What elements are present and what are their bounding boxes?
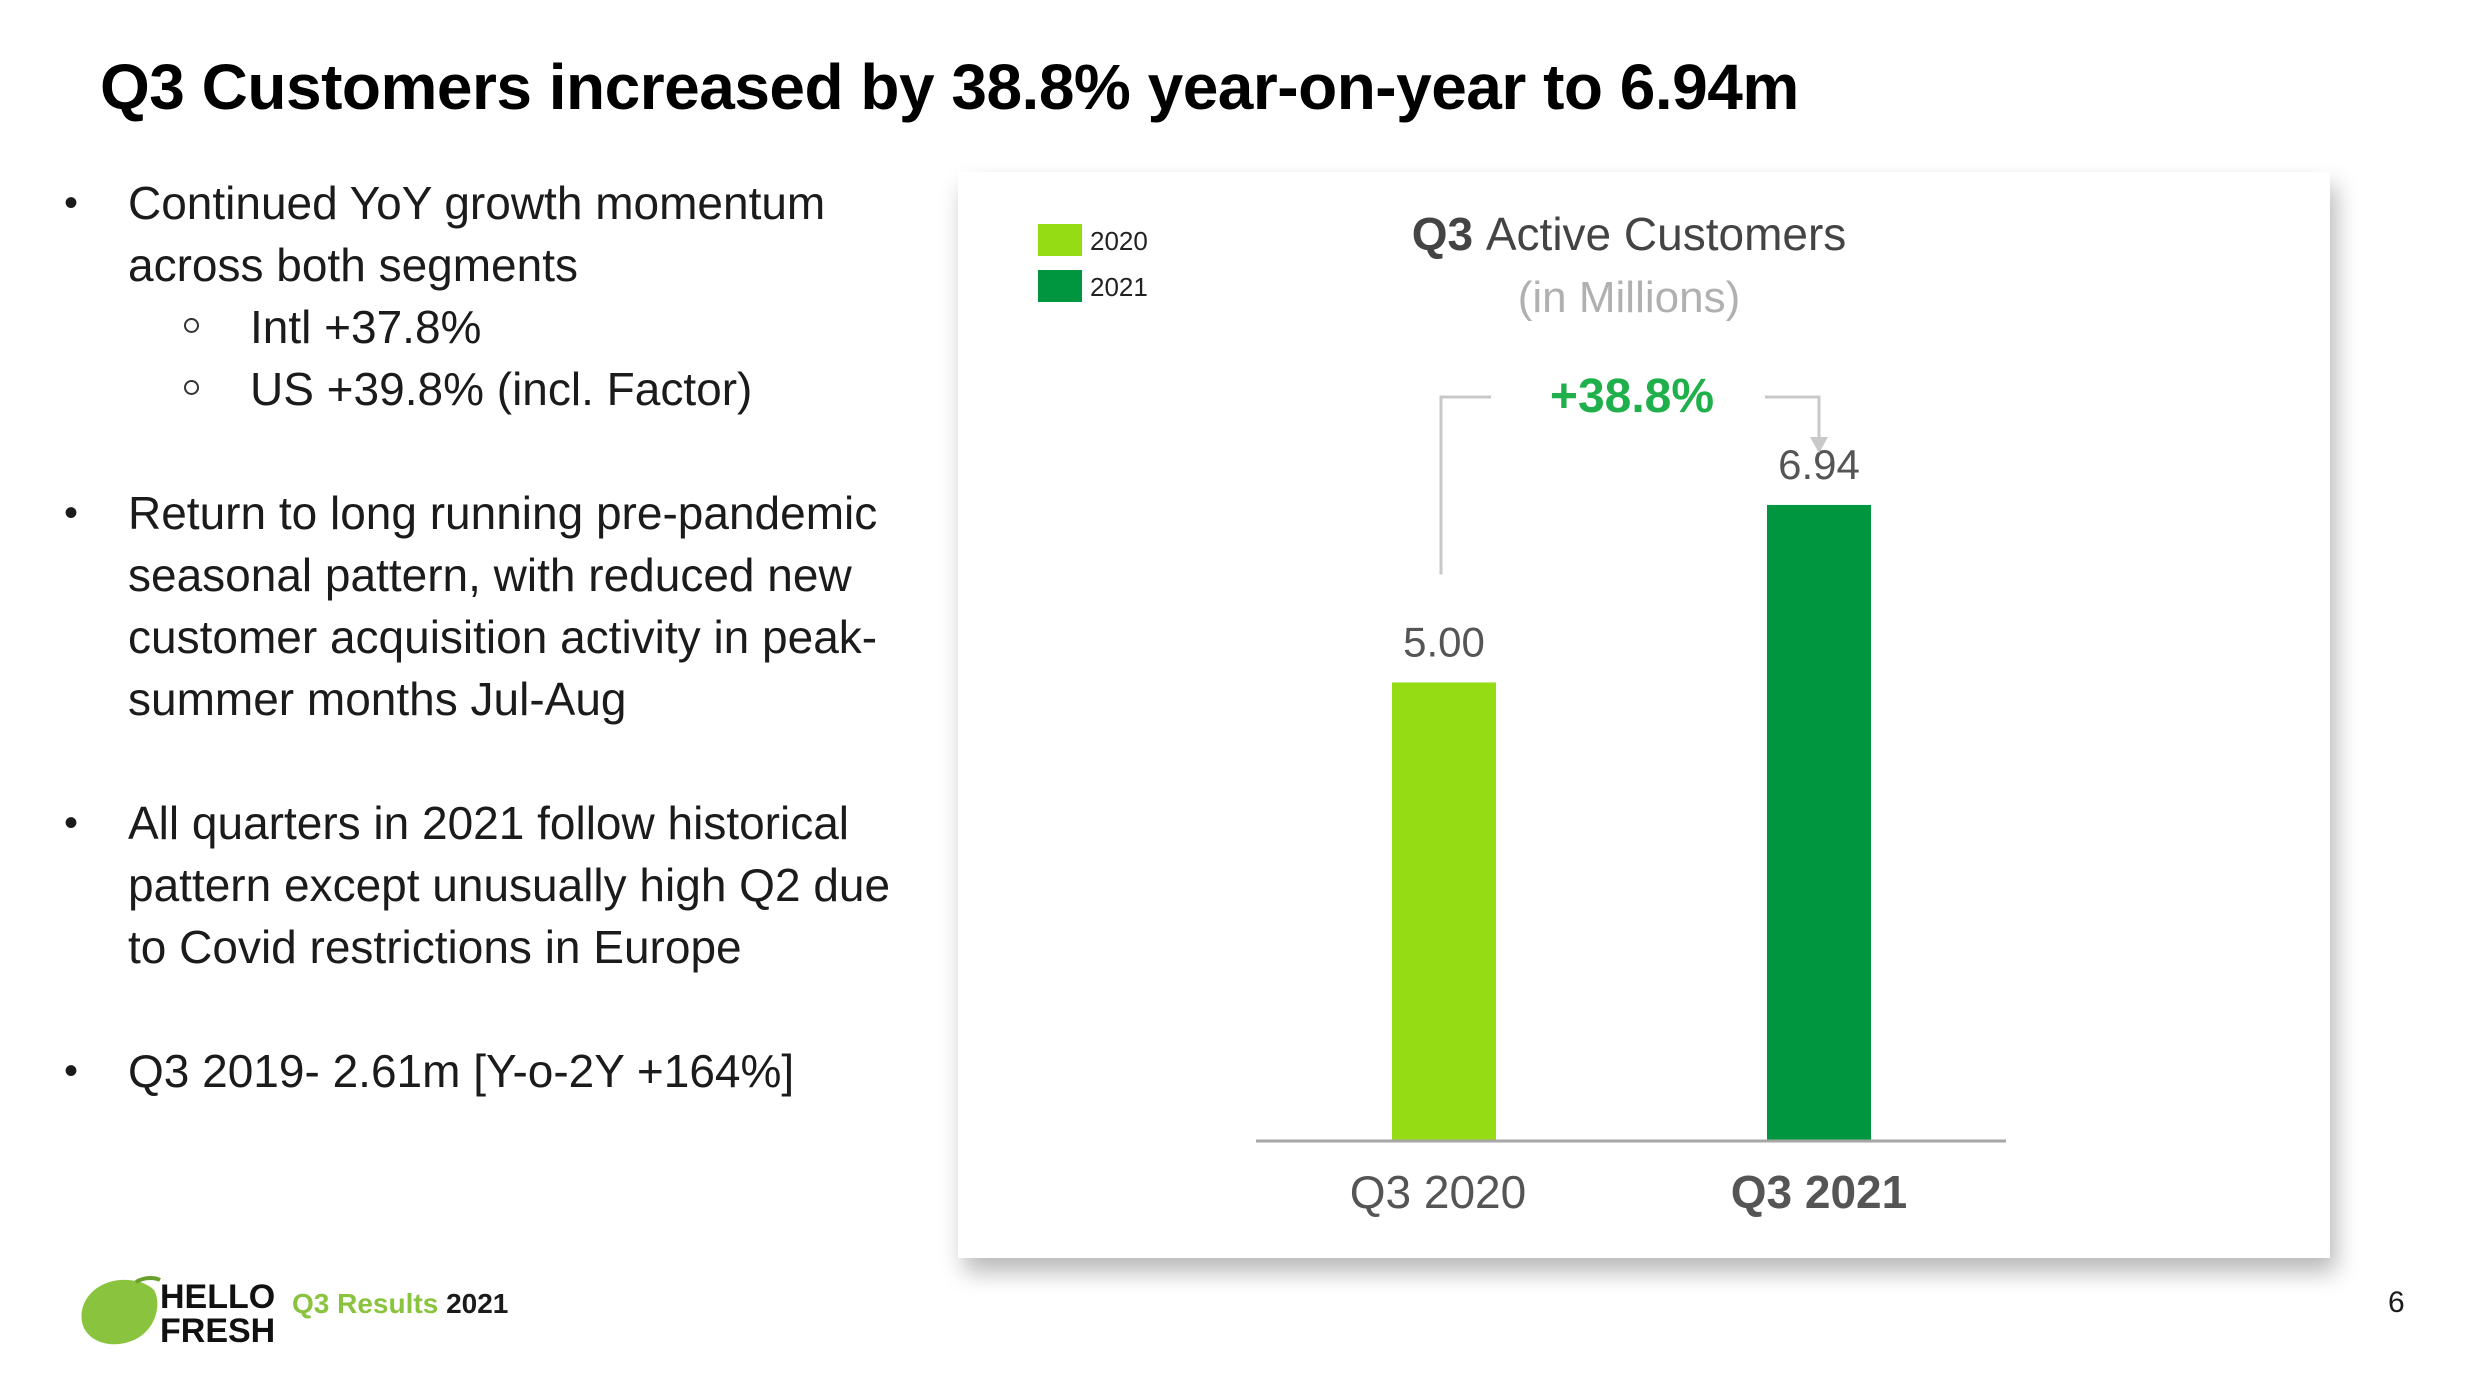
caption-year: 2021 [446, 1288, 509, 1319]
bullet-item: • Continued YoY growth momentum across bo… [56, 172, 916, 420]
sub-bullet-icon [184, 318, 199, 333]
lime-icon [81, 1279, 158, 1345]
growth-bracket-left [1439, 395, 1491, 575]
growth-arrow-icon [1810, 437, 1828, 453]
chart-subtitle: (in Millions) [1518, 273, 1740, 322]
bullet-item: • All quarters in 2021 follow historical … [56, 792, 916, 978]
legend-swatch-2020 [1038, 224, 1082, 256]
category-label: Q3 2021 [1731, 1166, 1907, 1218]
value-label: 5.00 [1403, 618, 1485, 665]
slide-title: Q3 Customers increased by 38.8% year-on-… [100, 51, 1799, 123]
bullet-dot: • [64, 801, 79, 845]
bullet-text: All quarters in 2021 follow historical p… [128, 797, 891, 973]
growth-bracket-right [1765, 395, 1821, 437]
sub-item-text: Intl +37.8% [250, 301, 482, 353]
bullet-dot: • [64, 491, 79, 535]
chart-card: 2020 2021 Q3 Active Customers (in Millions)… [958, 172, 2330, 1258]
bullet-dot: • [64, 181, 79, 225]
bar-q3-2021 [1767, 504, 1871, 1140]
caption-accent: Q3 Results [292, 1288, 439, 1319]
chart-title: Q3 Active Customers [1412, 208, 1847, 260]
sub-bullet-icon [184, 380, 199, 395]
bullet-text: Return to long running pre-pandemic seas… [128, 487, 878, 725]
footer-caption: Q3 Results 2021 [292, 1288, 508, 1320]
page-number: 6 [2388, 1286, 2405, 1319]
bullet-list: • Continued YoY growth momentum across bo… [56, 172, 916, 1164]
bullet-dot: • [64, 1049, 79, 1093]
legend-swatch-2021 [1038, 270, 1082, 302]
legend-label-2021: 2021 [1090, 272, 1148, 302]
bullet-text: Q3 2019- 2.61m [Y-o-2Y +164%] [128, 1045, 795, 1097]
sub-item: Intl +37.8% [128, 296, 916, 358]
bar-q3-2020 [1392, 682, 1496, 1140]
active-customers-chart: 2020 2021 Q3 Active Customers (in Millions)… [1038, 208, 2006, 1218]
legend-label-2020: 2020 [1090, 226, 1148, 256]
sub-item: US +39.8% (incl. Factor) [128, 358, 916, 420]
bullet-text: Continued YoY growth momentum across bot… [128, 177, 826, 291]
bullet-item: • Return to long running pre-pandemic sea… [56, 482, 916, 730]
brand-line-2: FRESH [160, 1312, 275, 1350]
sub-item-text: US +39.8% (incl. Factor) [250, 363, 753, 415]
bullet-item: • Q3 2019- 2.61m [Y-o-2Y +164%] [56, 1040, 916, 1102]
hellofresh-logo: HELLO FRESH [81, 1276, 275, 1350]
sub-list: Intl +37.8% US +39.8% (incl. Factor) [128, 296, 916, 420]
growth-label: +38.8% [1550, 370, 1714, 423]
brand-line-1: HELLO [160, 1278, 275, 1316]
category-label: Q3 2020 [1350, 1166, 1526, 1218]
